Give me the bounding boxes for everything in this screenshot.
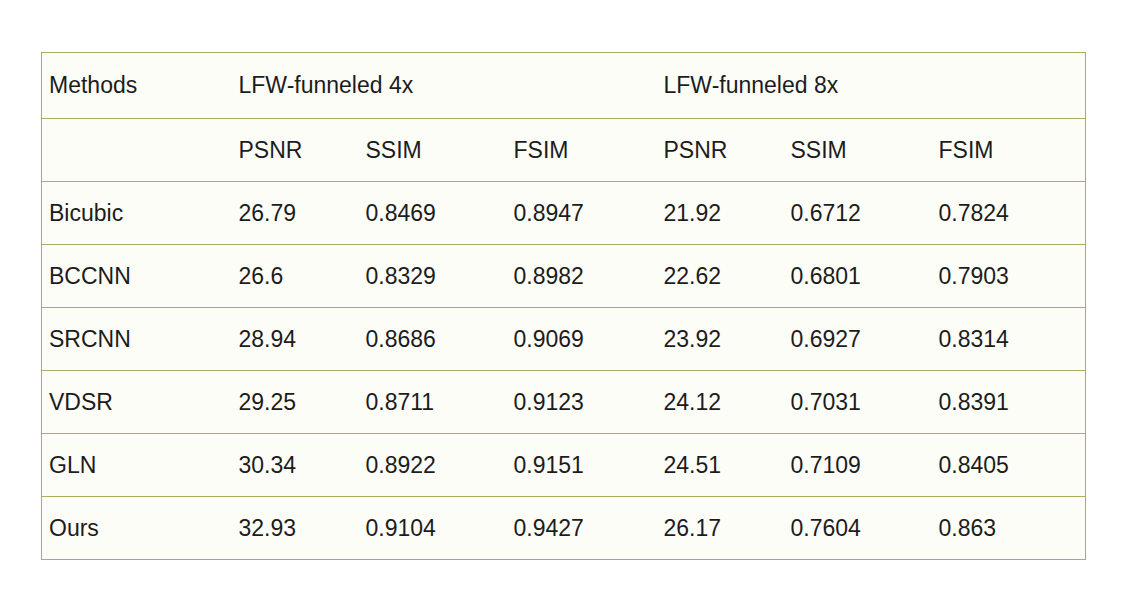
- table-row-gln: GLN 30.34 0.8922 0.9151 24.51 0.7109 0.8…: [42, 434, 1086, 497]
- value-cell: 0.9104: [359, 497, 507, 560]
- value-cell: 26.17: [657, 497, 784, 560]
- value-cell: 26.79: [232, 182, 359, 245]
- value-cell: 24.12: [657, 371, 784, 434]
- method-cell: Bicubic: [42, 182, 232, 245]
- value-cell: 32.93: [232, 497, 359, 560]
- method-cell: GLN: [42, 434, 232, 497]
- col-header-ssim-8x: SSIM: [784, 119, 932, 182]
- value-cell: 21.92: [657, 182, 784, 245]
- value-cell: 0.7903: [932, 245, 1086, 308]
- empty-header-cell: [42, 119, 232, 182]
- value-cell: 0.9123: [507, 371, 657, 434]
- col-header-methods: Methods: [42, 53, 232, 119]
- value-cell: 0.8711: [359, 371, 507, 434]
- value-cell: 26.6: [232, 245, 359, 308]
- value-cell: 0.9427: [507, 497, 657, 560]
- value-cell: 0.7109: [784, 434, 932, 497]
- value-cell: 0.8686: [359, 308, 507, 371]
- value-cell: 0.6801: [784, 245, 932, 308]
- value-cell: 0.8405: [932, 434, 1086, 497]
- value-cell: 0.9151: [507, 434, 657, 497]
- method-cell: Ours: [42, 497, 232, 560]
- value-cell: 0.7604: [784, 497, 932, 560]
- method-cell: VDSR: [42, 371, 232, 434]
- col-header-psnr-4x: PSNR: [232, 119, 359, 182]
- value-cell: 0.8469: [359, 182, 507, 245]
- header-group-row: Methods LFW-funneled 4x LFW-funneled 8x: [42, 53, 1086, 119]
- value-cell: 28.94: [232, 308, 359, 371]
- results-table: Methods LFW-funneled 4x LFW-funneled 8x …: [41, 52, 1086, 560]
- col-header-ssim-4x: SSIM: [359, 119, 507, 182]
- col-group-lfw-funneled-4x: LFW-funneled 4x: [232, 53, 657, 119]
- header-metric-row: PSNR SSIM FSIM PSNR SSIM FSIM: [42, 119, 1086, 182]
- value-cell: 0.8314: [932, 308, 1086, 371]
- value-cell: 0.9069: [507, 308, 657, 371]
- table-row-bccnn: BCCNN 26.6 0.8329 0.8982 22.62 0.6801 0.…: [42, 245, 1086, 308]
- page: Methods LFW-funneled 4x LFW-funneled 8x …: [0, 0, 1130, 602]
- col-header-psnr-8x: PSNR: [657, 119, 784, 182]
- value-cell: 0.8391: [932, 371, 1086, 434]
- value-cell: 0.8982: [507, 245, 657, 308]
- value-cell: 0.6712: [784, 182, 932, 245]
- value-cell: 22.62: [657, 245, 784, 308]
- value-cell: 0.8922: [359, 434, 507, 497]
- table-row-vdsr: VDSR 29.25 0.8711 0.9123 24.12 0.7031 0.…: [42, 371, 1086, 434]
- table-row-ours: Ours 32.93 0.9104 0.9427 26.17 0.7604 0.…: [42, 497, 1086, 560]
- value-cell: 0.8329: [359, 245, 507, 308]
- value-cell: 0.863: [932, 497, 1086, 560]
- value-cell: 29.25: [232, 371, 359, 434]
- table-row-bicubic: Bicubic 26.79 0.8469 0.8947 21.92 0.6712…: [42, 182, 1086, 245]
- method-cell: BCCNN: [42, 245, 232, 308]
- col-header-fsim-8x: FSIM: [932, 119, 1086, 182]
- value-cell: 24.51: [657, 434, 784, 497]
- table-row-srcnn: SRCNN 28.94 0.8686 0.9069 23.92 0.6927 0…: [42, 308, 1086, 371]
- col-group-lfw-funneled-8x: LFW-funneled 8x: [657, 53, 1086, 119]
- value-cell: 0.7824: [932, 182, 1086, 245]
- value-cell: 23.92: [657, 308, 784, 371]
- value-cell: 30.34: [232, 434, 359, 497]
- method-cell: SRCNN: [42, 308, 232, 371]
- value-cell: 0.7031: [784, 371, 932, 434]
- value-cell: 0.6927: [784, 308, 932, 371]
- col-header-fsim-4x: FSIM: [507, 119, 657, 182]
- value-cell: 0.8947: [507, 182, 657, 245]
